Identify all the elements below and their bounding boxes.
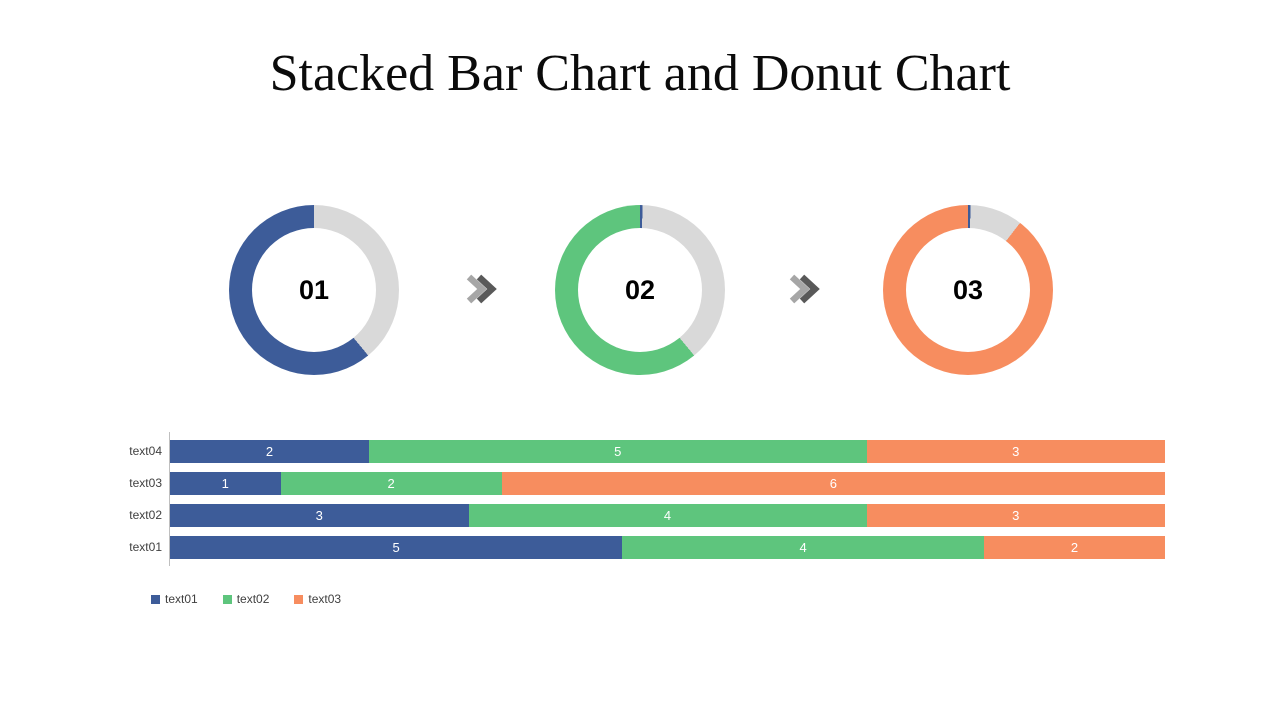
bar-value-label: 2 — [387, 476, 395, 491]
bar-value-label: 1 — [221, 476, 229, 491]
stacked-bar-chart: text04 2 5 3 text03 1 2 6 text02 3 4 3 text01 5 4 2 tex… — [0, 430, 1280, 630]
bar-segment-text03: 2 — [984, 536, 1165, 559]
page-title: Stacked Bar Chart and Donut Chart — [269, 45, 1011, 102]
bar-row: text01 5 4 2 — [0, 536, 1280, 559]
legend-label: text02 — [236, 592, 270, 606]
legend-swatch-icon — [222, 594, 232, 604]
bar-row: text04 2 5 3 — [0, 440, 1280, 463]
bar-segment-text01: 5 — [170, 536, 623, 559]
donut-chart-step-03: 03 — [883, 205, 1053, 375]
bar-track: 1 2 6 — [170, 472, 1165, 495]
donut-hole: 03 — [906, 228, 1030, 352]
donut-step-number: 01 — [298, 274, 330, 305]
category-label: text01 — [129, 540, 162, 554]
bar-segment-text02: 4 — [622, 536, 985, 559]
donut-chart-step-02: 02 — [555, 205, 725, 375]
bar-track: 5 4 2 — [170, 536, 1165, 559]
bar-segment-text02: 2 — [280, 472, 502, 495]
donut-hole: 02 — [578, 228, 702, 352]
y-axis-line — [169, 432, 170, 566]
bar-value-label: 4 — [663, 508, 672, 523]
legend-item-text01: text01 — [151, 592, 198, 606]
bar-segment-text03: 6 — [501, 472, 1165, 495]
bar-value-label: 5 — [392, 540, 400, 555]
donut-hole: 01 — [252, 228, 376, 352]
double-chevron-right-icon — [466, 274, 497, 304]
legend-swatch-icon — [151, 594, 160, 604]
bar-segment-text03: 3 — [866, 440, 1165, 463]
bar-track: 3 4 3 — [170, 504, 1165, 527]
legend-swatch-icon — [294, 594, 304, 604]
bar-segment-text01: 1 — [170, 472, 281, 495]
legend-label: text03 — [308, 592, 342, 606]
donut-chart-step-01: 01 — [229, 205, 399, 375]
bar-value-label: 6 — [829, 476, 837, 491]
bar-row: text02 3 4 3 — [0, 504, 1280, 527]
bar-value-label: 3 — [1012, 444, 1020, 459]
bar-segment-text03: 3 — [866, 504, 1165, 527]
category-label: text03 — [129, 476, 162, 490]
bar-value-label: 2 — [265, 444, 274, 459]
bar-segment-text02: 4 — [468, 504, 867, 527]
bar-segment-text02: 5 — [369, 440, 867, 463]
bar-track: 2 5 3 — [170, 440, 1165, 463]
bar-segment-text01: 2 — [170, 440, 369, 463]
chart-legend: text01 text02 text03 — [151, 592, 341, 606]
bar-value-label: 3 — [315, 508, 323, 523]
bar-row: text03 1 2 6 — [0, 472, 1280, 495]
bar-value-label: 4 — [799, 540, 807, 555]
legend-item-text03: text03 — [294, 592, 341, 606]
legend-label: text01 — [165, 592, 198, 606]
donut-step-number: 03 — [952, 274, 984, 305]
bar-value-label: 5 — [614, 444, 622, 459]
double-chevron-right-icon — [789, 274, 820, 304]
bar-segment-text01: 3 — [170, 504, 469, 527]
category-label: text02 — [129, 508, 162, 522]
bar-value-label: 3 — [1012, 508, 1020, 523]
legend-item-text02: text02 — [222, 592, 270, 606]
donut-step-number: 02 — [624, 274, 656, 305]
bar-value-label: 2 — [1070, 540, 1079, 555]
category-label: text04 — [129, 444, 162, 458]
